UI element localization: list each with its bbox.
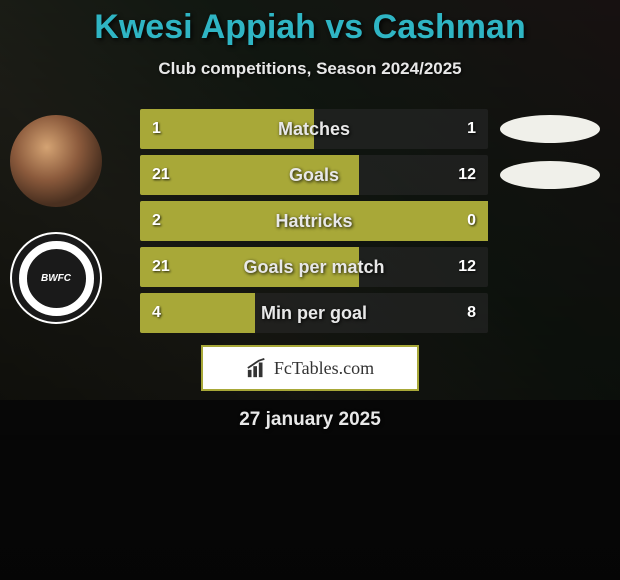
stat-label: Hattricks — [275, 211, 352, 232]
stat-bar: 1 Matches 1 — [140, 109, 488, 149]
stat-right-value: 12 — [458, 258, 476, 276]
stat-blob — [500, 161, 600, 189]
stat-left-value: 4 — [152, 304, 161, 322]
stat-bar: 2 Hattricks 0 — [140, 201, 488, 241]
player-avatar — [10, 115, 102, 207]
content-container: Kwesi Appiah vs Cashman Club competition… — [0, 0, 620, 431]
stat-right-value: 12 — [458, 166, 476, 184]
stat-right-value: 8 — [467, 304, 476, 322]
club-avatar: BWFC — [10, 232, 102, 324]
chart-icon — [246, 357, 268, 379]
stat-label: Min per goal — [261, 303, 367, 324]
stat-row: 4 Min per goal 8 — [140, 293, 600, 333]
stat-bar: 4 Min per goal 8 — [140, 293, 488, 333]
stat-left-value: 21 — [152, 258, 170, 276]
stat-bar: 21 Goals 12 — [140, 155, 488, 195]
stat-row: 2 Hattricks 0 — [140, 201, 600, 241]
logo-box[interactable]: FcTables.com — [201, 345, 419, 391]
date-label: 27 january 2025 — [0, 409, 620, 431]
subtitle: Club competitions, Season 2024/2025 — [0, 59, 620, 79]
stat-left-value: 21 — [152, 166, 170, 184]
stat-row: 21 Goals 12 — [140, 155, 600, 195]
stat-right-value: 1 — [467, 120, 476, 138]
stat-bar: 21 Goals per match 12 — [140, 247, 488, 287]
stat-left-value: 2 — [152, 212, 161, 230]
club-logo-ring: BWFC — [19, 241, 94, 316]
stat-label: Goals — [289, 165, 339, 186]
stat-right-value: 0 — [467, 212, 476, 230]
stat-label: Goals per match — [243, 257, 384, 278]
avatar-column: BWFC — [10, 115, 102, 324]
stat-blob — [500, 115, 600, 143]
logo-text: FcTables.com — [274, 358, 374, 379]
stat-row: 1 Matches 1 — [140, 109, 600, 149]
page-title: Kwesi Appiah vs Cashman — [0, 8, 620, 47]
stats-container: 1 Matches 1 21 Goals 12 2 Hattricks 0 — [140, 109, 600, 333]
stat-row: 21 Goals per match 12 — [140, 247, 600, 287]
stat-label: Matches — [278, 119, 350, 140]
stat-left-value: 1 — [152, 120, 161, 138]
